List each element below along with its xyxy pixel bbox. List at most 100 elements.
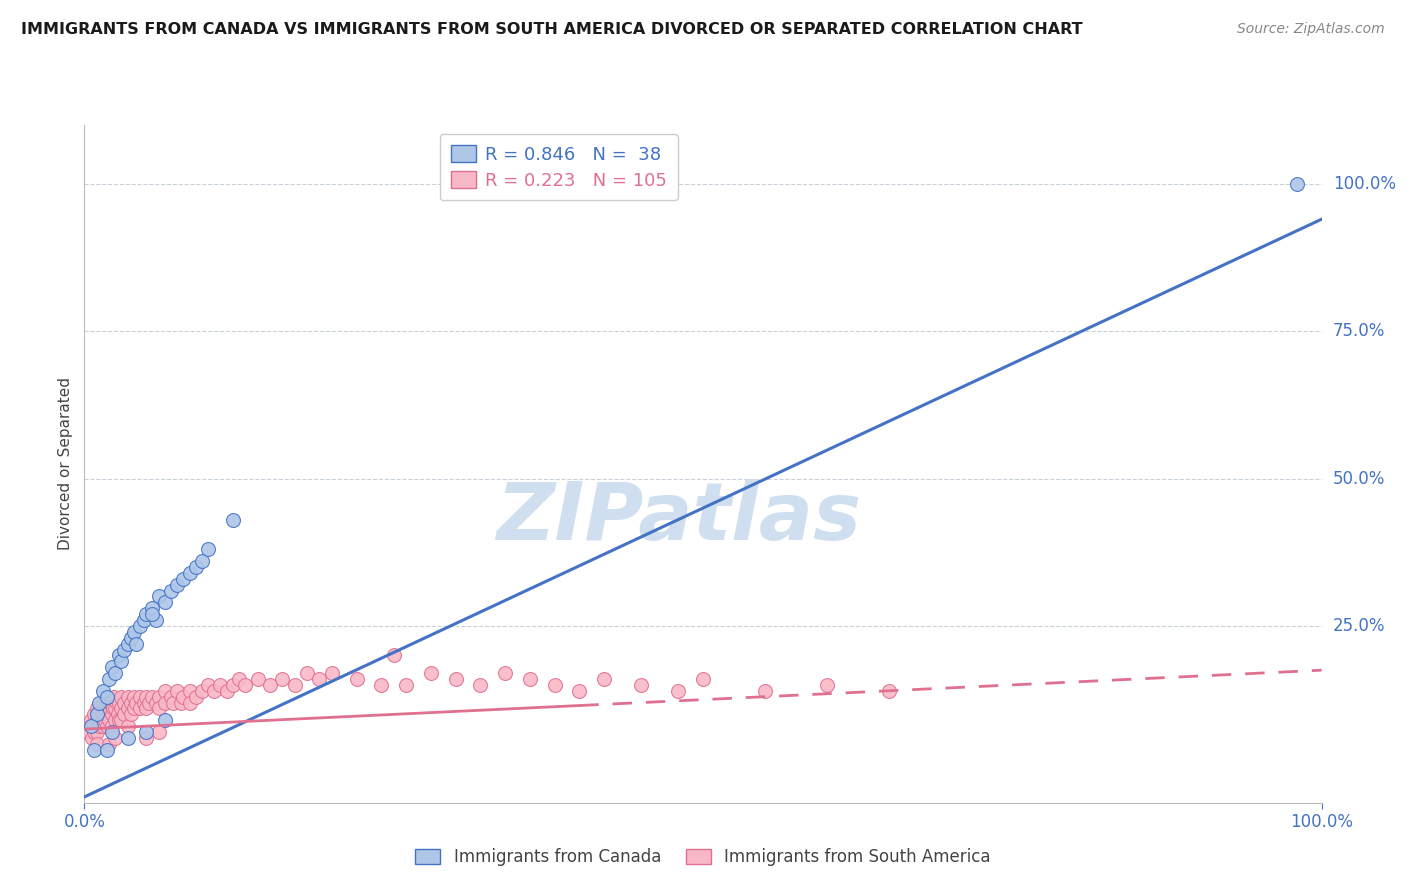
Point xyxy=(132,696,155,710)
Point xyxy=(79,719,101,733)
Point xyxy=(122,624,145,639)
Point xyxy=(179,566,201,580)
Point xyxy=(86,713,108,727)
Point xyxy=(141,690,163,704)
Point xyxy=(104,666,127,681)
Point xyxy=(197,542,219,557)
Point xyxy=(419,666,441,681)
Point xyxy=(148,690,170,704)
Point xyxy=(754,683,776,698)
Point xyxy=(112,707,135,722)
Point xyxy=(179,683,201,698)
Point xyxy=(100,660,122,674)
Point xyxy=(135,725,157,739)
Point xyxy=(91,683,114,698)
Point xyxy=(89,719,111,733)
Point xyxy=(105,696,128,710)
Point xyxy=(86,701,108,715)
Point xyxy=(122,701,145,715)
Point xyxy=(125,696,148,710)
Point xyxy=(120,696,142,710)
Point xyxy=(98,713,121,727)
Point xyxy=(148,725,170,739)
Point xyxy=(110,701,132,715)
Point xyxy=(107,707,129,722)
Point xyxy=(91,696,114,710)
Point xyxy=(98,672,121,686)
Point xyxy=(132,613,155,627)
Point xyxy=(284,678,307,692)
Point xyxy=(110,654,132,668)
Point xyxy=(110,713,132,727)
Point xyxy=(129,701,152,715)
Point xyxy=(259,678,281,692)
Text: 75.0%: 75.0% xyxy=(1333,322,1385,340)
Point xyxy=(100,725,122,739)
Point xyxy=(117,719,139,733)
Point xyxy=(184,560,207,574)
Point xyxy=(222,678,245,692)
Point xyxy=(295,666,318,681)
Point xyxy=(166,683,188,698)
Point xyxy=(122,690,145,704)
Text: ZIPatlas: ZIPatlas xyxy=(496,479,860,558)
Point xyxy=(470,678,492,692)
Point xyxy=(145,696,167,710)
Point xyxy=(108,713,131,727)
Point xyxy=(108,648,131,663)
Point xyxy=(170,696,193,710)
Point xyxy=(94,713,117,727)
Point xyxy=(191,554,214,568)
Point xyxy=(321,666,343,681)
Point xyxy=(593,672,616,686)
Point xyxy=(815,678,838,692)
Point xyxy=(96,707,118,722)
Point xyxy=(82,719,104,733)
Point xyxy=(98,701,121,715)
Legend: Immigrants from Canada, Immigrants from South America: Immigrants from Canada, Immigrants from … xyxy=(409,841,997,872)
Point xyxy=(108,696,131,710)
Point xyxy=(91,707,114,722)
Point xyxy=(179,696,201,710)
Point xyxy=(96,743,118,757)
Point xyxy=(692,672,714,686)
Point xyxy=(215,683,238,698)
Point xyxy=(83,743,105,757)
Point xyxy=(135,701,157,715)
Point xyxy=(209,678,232,692)
Point xyxy=(100,707,122,722)
Point xyxy=(101,701,124,715)
Point xyxy=(148,701,170,715)
Point xyxy=(382,648,405,663)
Point xyxy=(153,713,176,727)
Point xyxy=(138,696,160,710)
Point xyxy=(395,678,418,692)
Point xyxy=(117,690,139,704)
Point xyxy=(104,701,127,715)
Point xyxy=(172,690,194,704)
Point xyxy=(135,731,157,745)
Point xyxy=(117,701,139,715)
Point xyxy=(1285,177,1308,191)
Point xyxy=(271,672,294,686)
Point xyxy=(98,696,121,710)
Text: Source: ZipAtlas.com: Source: ZipAtlas.com xyxy=(1237,22,1385,37)
Point xyxy=(172,572,194,586)
Point xyxy=(162,696,184,710)
Point xyxy=(125,637,148,651)
Point xyxy=(141,607,163,622)
Point xyxy=(79,713,101,727)
Point xyxy=(117,637,139,651)
Point xyxy=(346,672,368,686)
Point xyxy=(96,690,118,704)
Point xyxy=(153,696,176,710)
Point xyxy=(666,683,689,698)
Point xyxy=(77,725,100,739)
Point xyxy=(135,690,157,704)
Point xyxy=(141,601,163,615)
Point xyxy=(98,737,121,751)
Point xyxy=(117,731,139,745)
Point xyxy=(120,631,142,645)
Point xyxy=(444,672,467,686)
Point xyxy=(877,683,900,698)
